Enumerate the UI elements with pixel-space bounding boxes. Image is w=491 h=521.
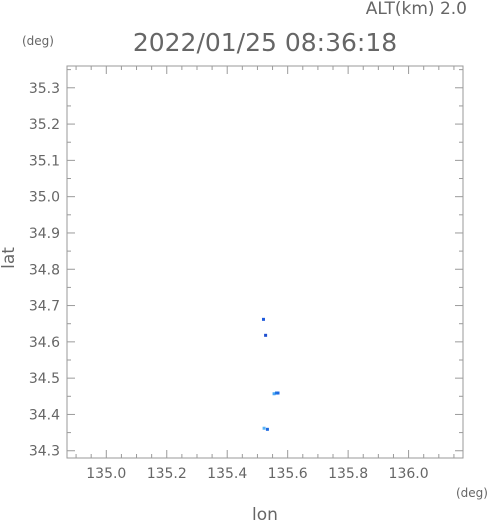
y-tick-label: 34.8 (29, 262, 60, 278)
data-point (274, 391, 278, 395)
y-axis-label: lat (0, 247, 19, 269)
altitude-label: ALT(km) 2.0 (366, 0, 467, 19)
x-unit-label: (deg) (456, 486, 488, 500)
x-tick-label: 136.0 (389, 466, 429, 482)
y-tick-label: 35.3 (29, 81, 60, 97)
y-tick-label: 34.7 (29, 299, 60, 315)
y-tick-label: 34.6 (29, 335, 60, 351)
timestamp-title: 2022/01/25 08:36:18 (133, 28, 397, 57)
x-tick-label: 135.6 (268, 466, 308, 482)
x-tick-label: 135.4 (207, 466, 247, 482)
x-tick-label: 135.0 (86, 466, 126, 482)
x-axis-label: lon (252, 505, 278, 521)
data-point (262, 426, 266, 430)
plot-frame (66, 65, 464, 459)
y-tick-label: 34.3 (29, 444, 60, 460)
data-point (276, 391, 280, 395)
data-point (265, 427, 269, 431)
x-tick-label: 135.8 (328, 466, 368, 482)
y-unit-label: (deg) (22, 34, 54, 48)
y-tick-label: 35.0 (29, 190, 60, 206)
x-tick-label: 135.2 (147, 466, 187, 482)
y-tick-label: 34.9 (29, 226, 60, 242)
data-point (264, 333, 268, 337)
y-tick-label: 34.4 (29, 407, 60, 423)
data-point (261, 317, 265, 321)
y-tick-label: 35.2 (29, 117, 60, 133)
data-point (272, 392, 276, 396)
y-tick-label: 34.5 (29, 371, 60, 387)
y-tick-label: 35.1 (29, 153, 60, 169)
